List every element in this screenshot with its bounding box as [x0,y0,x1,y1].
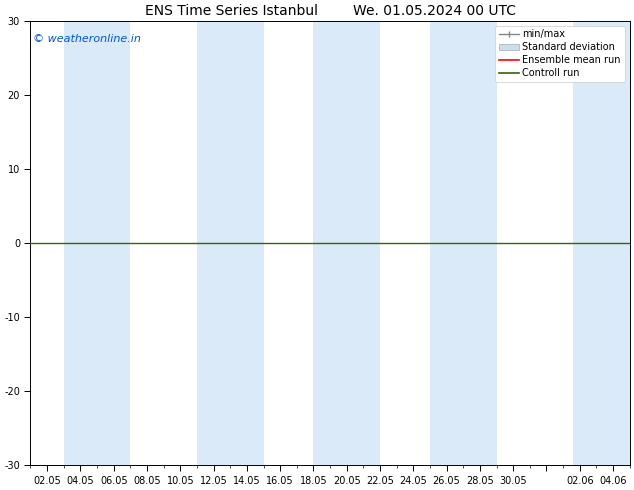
Bar [573,21,630,465]
Legend: min/max, Standard deviation, Ensemble mean run, Controll run: min/max, Standard deviation, Ensemble me… [495,25,625,82]
Bar [64,21,131,465]
Bar [430,21,496,465]
Title: ENS Time Series Istanbul        We. 01.05.2024 00 UTC: ENS Time Series Istanbul We. 01.05.2024 … [145,4,515,18]
Text: © weatheronline.in: © weatheronline.in [34,34,141,44]
Bar [197,21,264,465]
Bar [313,21,380,465]
